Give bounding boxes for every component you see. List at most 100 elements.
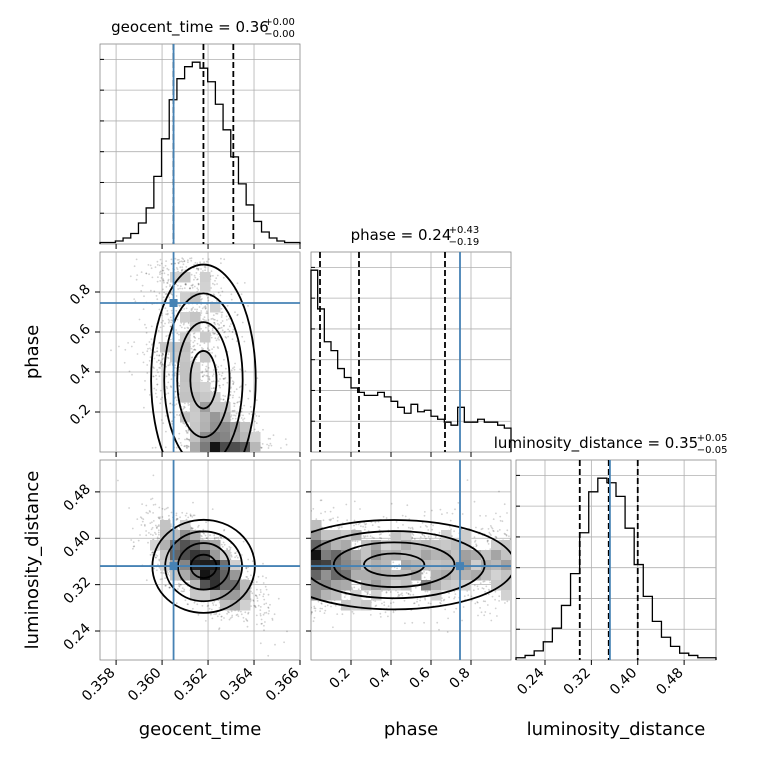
- sample-point: [190, 527, 193, 529]
- sample-point: [163, 508, 166, 511]
- sample-point: [234, 417, 237, 420]
- sample-point: [132, 541, 135, 544]
- sample-point: [214, 318, 216, 321]
- sample-point: [211, 380, 213, 383]
- sample-point: [286, 630, 288, 633]
- sample-point: [247, 611, 250, 614]
- density-cell: [180, 352, 191, 363]
- sample-point: [223, 258, 226, 261]
- sample-point: [181, 587, 184, 589]
- sample-point: [181, 260, 184, 263]
- sample-point: [185, 446, 188, 449]
- sample-point: [230, 323, 232, 325]
- sample-point: [202, 348, 205, 350]
- sample-point: [160, 277, 163, 279]
- sample-point: [209, 534, 211, 537]
- sample-point: [238, 400, 241, 403]
- sample-point: [227, 610, 229, 613]
- sample-point: [170, 263, 173, 265]
- sample-point: [193, 514, 196, 517]
- sample-point: [210, 336, 213, 339]
- sample-point: [226, 612, 229, 615]
- sample-point: [156, 555, 159, 557]
- sample-point: [313, 607, 316, 610]
- sample-point: [255, 422, 258, 424]
- sample-point: [139, 516, 142, 519]
- sample-point: [203, 306, 206, 309]
- sample-point: [230, 386, 232, 389]
- sample-point: [212, 318, 215, 321]
- density-cell: [170, 272, 181, 283]
- sample-point: [217, 337, 219, 340]
- sample-point: [152, 512, 155, 514]
- sample-point: [165, 507, 168, 510]
- density-cell: [230, 590, 241, 601]
- sample-point: [268, 444, 270, 447]
- sample-point: [165, 385, 168, 388]
- sample-point: [230, 369, 233, 372]
- sample-point: [151, 551, 153, 554]
- sample-point: [169, 385, 172, 388]
- truth-marker: [169, 299, 178, 307]
- sample-point: [166, 267, 169, 270]
- sample-point: [218, 384, 221, 387]
- density-cell: [180, 382, 191, 393]
- sample-point: [232, 367, 234, 370]
- sample-point: [241, 335, 244, 338]
- sample-point: [176, 268, 179, 271]
- sample-point: [255, 614, 258, 617]
- sample-point: [203, 374, 206, 376]
- sample-point: [194, 308, 196, 311]
- sample-point: [183, 588, 186, 591]
- sample-point: [181, 268, 184, 271]
- density-cell: [200, 352, 211, 363]
- sample-point: [231, 616, 233, 618]
- sample-point: [505, 533, 508, 536]
- density-cell: [200, 442, 211, 452]
- sample-point: [205, 319, 207, 322]
- sample-point: [220, 364, 223, 367]
- sample-point: [208, 258, 210, 260]
- sample-point: [197, 283, 200, 286]
- sample-point: [383, 604, 386, 606]
- sample-point: [184, 445, 186, 447]
- sample-point: [257, 604, 260, 607]
- sample-point: [181, 287, 184, 290]
- density-cell: [190, 442, 201, 452]
- sample-point: [202, 257, 204, 260]
- sample-point: [144, 525, 146, 527]
- sample-point: [182, 422, 185, 425]
- sample-point: [215, 364, 218, 366]
- sample-point: [239, 368, 242, 371]
- sample-point: [234, 552, 237, 554]
- sample-point: [164, 307, 167, 309]
- sample-point: [491, 527, 494, 530]
- sample-point: [164, 446, 167, 449]
- sample-point: [149, 533, 152, 536]
- sample-point: [156, 536, 159, 539]
- sample-point: [155, 556, 157, 559]
- sample-point: [149, 522, 152, 524]
- sample-point: [159, 402, 162, 405]
- sample-point: [224, 395, 227, 398]
- scatter-panel-phase-vs-luminosity_distance: [310, 459, 512, 661]
- sample-point: [229, 391, 232, 393]
- sample-point: [272, 434, 275, 437]
- density-cell: [190, 382, 201, 393]
- sample-point: [243, 282, 246, 284]
- sample-point: [253, 428, 256, 431]
- sample-point: [261, 575, 264, 578]
- sample-point: [162, 269, 165, 272]
- sample-point: [227, 335, 230, 338]
- sample-point: [247, 305, 249, 307]
- sample-point: [178, 368, 181, 371]
- sample-point: [235, 555, 238, 557]
- sample-point: [236, 314, 239, 317]
- sample-point: [221, 314, 223, 316]
- sample-point: [142, 361, 145, 364]
- sample-point: [254, 605, 257, 607]
- density-cell: [190, 580, 201, 591]
- sample-point: [237, 401, 239, 403]
- sample-point: [169, 285, 171, 288]
- sample-point: [271, 617, 274, 620]
